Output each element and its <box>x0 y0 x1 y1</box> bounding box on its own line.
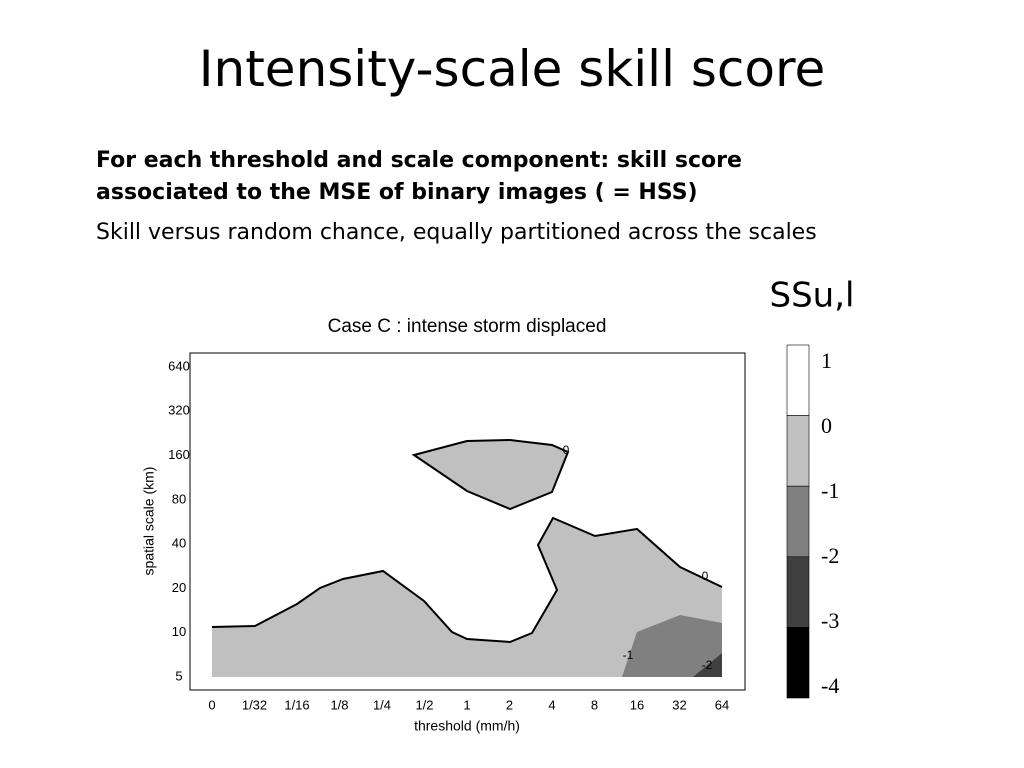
x-tick-label: 2 <box>506 697 513 712</box>
colorbar-segment <box>786 344 810 416</box>
y-tick-label: 160 <box>168 447 190 462</box>
colorbar-label: -4 <box>821 673 839 698</box>
y-tick-label: 5 <box>175 668 182 683</box>
x-tick-label: 1 <box>463 697 470 712</box>
colorbar-title: SSu,l <box>770 276 855 316</box>
colorbar-segment <box>786 556 810 628</box>
contour-region <box>693 653 722 677</box>
paragraph: Skill versus random chance, equally part… <box>96 220 817 245</box>
contour-region <box>411 438 570 511</box>
y-tick-label: 40 <box>172 536 186 551</box>
slide-title: Intensity-scale skill score <box>198 40 826 98</box>
x-tick-label: 1/16 <box>284 697 309 712</box>
x-tick-label: 1/2 <box>415 697 433 712</box>
x-tick-label: 4 <box>548 697 555 712</box>
y-axis-label: spatial scale (km) <box>141 467 157 576</box>
x-axis-label: threshold (mm/h) <box>414 718 520 734</box>
contour-line <box>211 516 723 644</box>
contour-label: 0 <box>702 569 709 583</box>
colorbar-label: -1 <box>821 478 839 503</box>
contour-label: -1 <box>623 648 634 662</box>
colorbar-label: -2 <box>821 543 839 568</box>
contour-region <box>622 615 722 677</box>
chart-title: Case C : intense storm displaced <box>328 316 607 337</box>
paragraph: For each threshold and scale component: … <box>96 148 742 205</box>
y-tick-label: 10 <box>172 624 186 639</box>
colorbar-label: 0 <box>821 413 832 438</box>
x-tick-label: 1/4 <box>373 697 391 712</box>
x-tick-label: 0 <box>208 697 215 712</box>
colorbar-segment <box>786 627 810 699</box>
x-tick-label: 16 <box>630 697 644 712</box>
contour-label: 0 <box>563 443 570 457</box>
x-tick-label: 1/8 <box>330 697 348 712</box>
colorbar-label: -3 <box>821 608 839 633</box>
x-tick-label: 1/32 <box>242 697 267 712</box>
colorbar-label: 1 <box>821 348 832 373</box>
y-tick-label: 640 <box>168 358 190 373</box>
contour-label: -2 <box>702 658 713 672</box>
y-tick-label: 20 <box>172 580 186 595</box>
x-tick-label: 32 <box>672 697 686 712</box>
y-tick-label: 320 <box>168 403 190 418</box>
colorbar-segment <box>786 415 810 487</box>
colorbar-segment <box>786 485 810 558</box>
x-tick-label: 64 <box>715 697 729 712</box>
y-tick-label: 80 <box>172 491 186 506</box>
x-tick-label: 8 <box>591 697 598 712</box>
contour-region <box>212 518 722 677</box>
